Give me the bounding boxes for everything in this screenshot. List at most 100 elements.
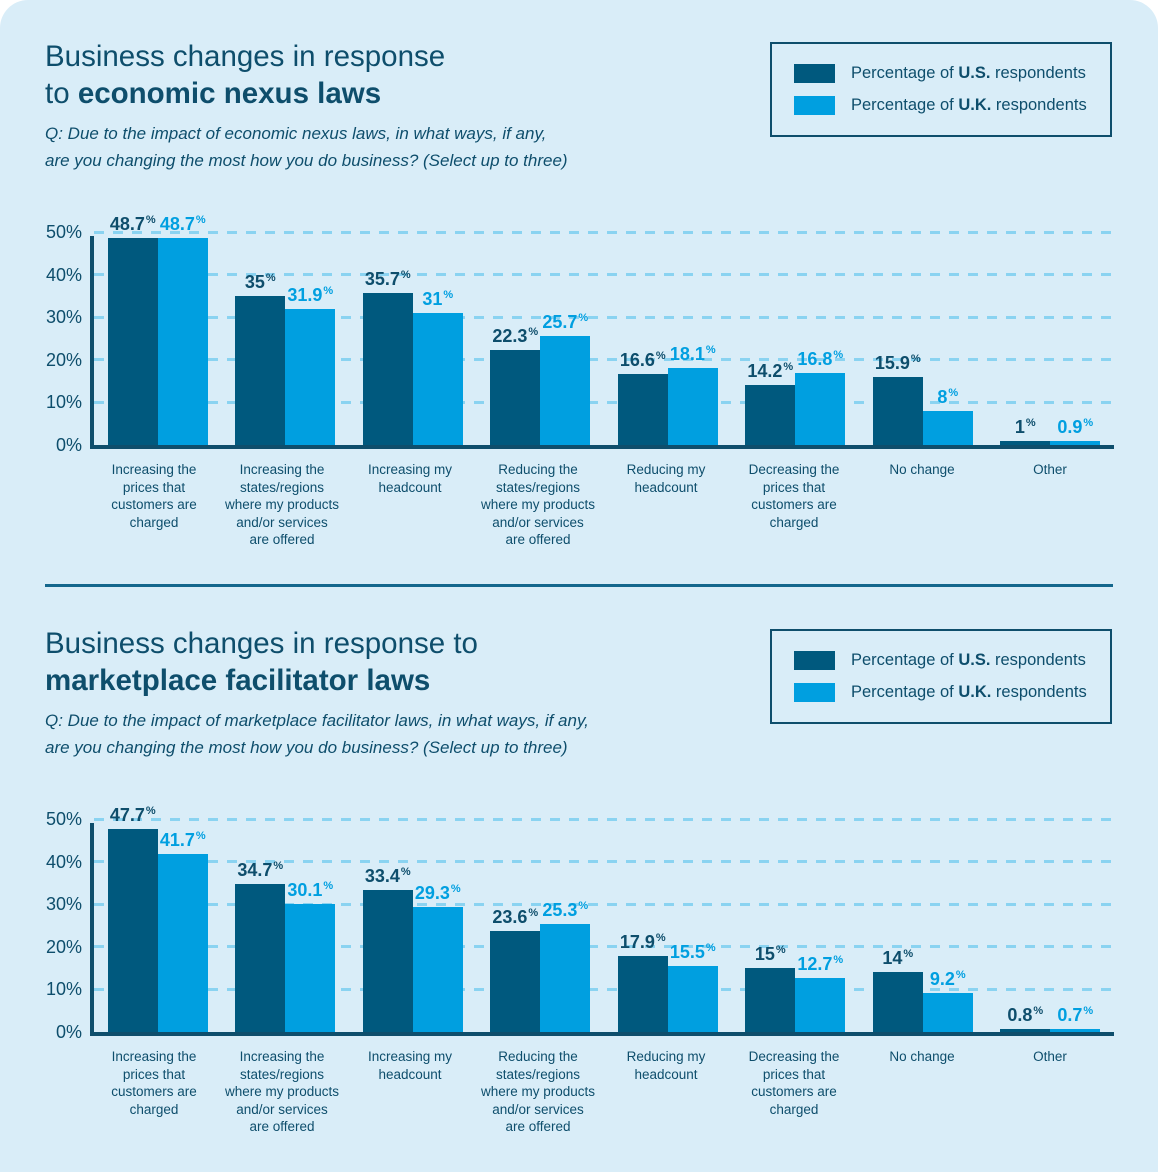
uk-swatch-icon bbox=[794, 96, 835, 115]
category-label: No change bbox=[889, 1049, 955, 1064]
gridline-20-percent bbox=[94, 358, 1114, 362]
percent-sign: % bbox=[910, 353, 921, 366]
category-label: Decreasing the prices that customers are… bbox=[748, 462, 840, 530]
bar-group: 35% 31.9% bbox=[222, 272, 350, 445]
uk-bar-column: 25.3% bbox=[540, 900, 591, 1032]
chart-title-line2-bold: economic nexus laws bbox=[77, 77, 382, 110]
us-bar bbox=[1000, 440, 1051, 445]
uk-value-label: 18.1% bbox=[669, 343, 716, 364]
bar-groups: 48.7% 48.7% 35% 31.9% 35.7% 31% 22.3% 25.7% 16.6… bbox=[94, 214, 1115, 445]
legend-item-uk: Percentage of U.K. respondents bbox=[794, 683, 1110, 702]
percent-sign: % bbox=[1033, 1004, 1044, 1017]
uk-bar-column: 16.8% bbox=[795, 349, 846, 445]
legend-label-uk-suffix: respondents bbox=[991, 683, 1087, 701]
percent-sign: % bbox=[1025, 416, 1036, 429]
uk-bar bbox=[795, 373, 846, 445]
percent-sign: % bbox=[705, 941, 716, 954]
us-value-label: 34.7% bbox=[237, 860, 284, 881]
percent-sign: % bbox=[323, 285, 334, 298]
bar-group: 0.8% 0.7% bbox=[987, 1005, 1115, 1032]
us-bar-column: 15% bbox=[745, 944, 796, 1032]
percent-sign: % bbox=[705, 343, 716, 356]
uk-bar bbox=[667, 367, 718, 445]
percent-sign: % bbox=[273, 860, 284, 873]
economic-nexus-chart-section: Business changes in response to economic … bbox=[0, 0, 1158, 585]
uk-bar bbox=[285, 309, 336, 445]
us-bar-column: 47.7% bbox=[107, 805, 158, 1032]
category-label: Increasing my headcount bbox=[367, 462, 453, 495]
legend-label-us-prefix: Percentage of bbox=[851, 64, 959, 82]
uk-bar-column: 0.9% bbox=[1050, 417, 1101, 445]
legend-item-us: Percentage of U.S. respondents bbox=[794, 651, 1110, 670]
bar-group: 35.7% 31% bbox=[349, 269, 477, 445]
percent-sign: % bbox=[775, 944, 786, 957]
legend-label-us-suffix: respondents bbox=[990, 64, 1086, 82]
uk-bar bbox=[1050, 441, 1101, 445]
section-divider bbox=[45, 584, 1113, 587]
bar-group: 15.9% 8% bbox=[859, 353, 987, 445]
category-labels-row: Increasing the prices that customers are… bbox=[90, 461, 1114, 549]
legend: Percentage of U.S. respondents Percentag… bbox=[770, 629, 1112, 724]
uk-bar-column: 12.7% bbox=[795, 953, 846, 1032]
gridline-20-percent bbox=[94, 945, 1114, 949]
percent-sign: % bbox=[528, 907, 539, 920]
chart-title-line1: Business changes in response to bbox=[45, 627, 478, 660]
uk-value-label: 25.3% bbox=[542, 900, 589, 921]
chart-title: Business changes in response to marketpla… bbox=[45, 625, 478, 699]
uk-value-label: 31% bbox=[422, 288, 454, 309]
percent-sign: % bbox=[400, 268, 411, 281]
legend-label-uk: Percentage of U.K. respondents bbox=[851, 96, 1087, 115]
us-bar-column: 1% bbox=[1000, 416, 1051, 445]
uk-value-label: 0.9% bbox=[1057, 417, 1094, 438]
uk-bar bbox=[412, 907, 463, 1032]
percent-sign: % bbox=[400, 865, 411, 878]
uk-bar-column: 15.5% bbox=[667, 941, 718, 1032]
uk-value-label: 9.2% bbox=[929, 968, 966, 989]
us-bar bbox=[745, 384, 796, 445]
uk-value-label: 16.8% bbox=[797, 349, 844, 370]
bar-group: 1% 0.9% bbox=[987, 417, 1115, 445]
uk-value-label: 30.1% bbox=[287, 879, 334, 900]
bar-chart-plot: 0% 10% 20% 30% 40% 50% 48.7% 48.7% 35% 31.9% 35.7… bbox=[46, 214, 1115, 455]
bar-group: 17.9% 15.5% bbox=[604, 932, 732, 1032]
percent-sign: % bbox=[195, 830, 206, 843]
y-tick-label: 50% bbox=[45, 809, 82, 829]
us-bar bbox=[107, 237, 158, 445]
us-bar-column: 48.7% bbox=[107, 214, 158, 445]
category-label: No change bbox=[889, 462, 955, 477]
percent-sign: % bbox=[833, 953, 844, 966]
uk-value-label: 15.5% bbox=[669, 941, 716, 962]
percent-sign: % bbox=[450, 883, 461, 896]
us-value-label: 33.4% bbox=[364, 865, 411, 886]
legend-label-us-suffix: respondents bbox=[990, 651, 1086, 669]
us-bar-column: 15.9% bbox=[872, 353, 923, 445]
y-tick-label: 40% bbox=[45, 264, 82, 285]
percent-sign: % bbox=[265, 271, 276, 284]
us-bar bbox=[490, 350, 541, 445]
legend-label-us-bold: U.S. bbox=[958, 64, 991, 82]
uk-bar-column: 29.3% bbox=[412, 883, 463, 1032]
chart-title-line2-prefix: to bbox=[45, 77, 78, 110]
us-bar bbox=[362, 889, 413, 1032]
us-bar-column: 16.6% bbox=[617, 350, 668, 445]
percent-sign: % bbox=[578, 900, 589, 913]
us-value-label: 23.6% bbox=[492, 907, 539, 928]
us-swatch-icon bbox=[794, 64, 835, 83]
gridline-10-percent bbox=[94, 400, 1114, 404]
category-label: Increasing the prices that customers are… bbox=[111, 462, 197, 530]
uk-bar-column: 48.7% bbox=[157, 214, 208, 445]
us-value-label: 15.9% bbox=[874, 353, 921, 374]
percent-sign: % bbox=[528, 326, 539, 339]
y-tick-label: 30% bbox=[45, 894, 82, 915]
uk-value-label: 8% bbox=[937, 386, 959, 407]
us-value-label: 17.9% bbox=[619, 931, 666, 952]
us-bar-column: 14% bbox=[872, 948, 923, 1032]
uk-bar bbox=[285, 903, 336, 1032]
y-axis: 0% 10% 20% 30% 40% 50% bbox=[38, 222, 86, 455]
uk-value-label: 31.9% bbox=[287, 285, 334, 306]
uk-bar bbox=[795, 977, 846, 1032]
legend-label-us: Percentage of U.S. respondents bbox=[851, 651, 1086, 670]
uk-value-label: 0.7% bbox=[1057, 1005, 1094, 1026]
uk-bar-column: 0.7% bbox=[1050, 1005, 1101, 1032]
y-tick-label: 20% bbox=[45, 936, 82, 957]
